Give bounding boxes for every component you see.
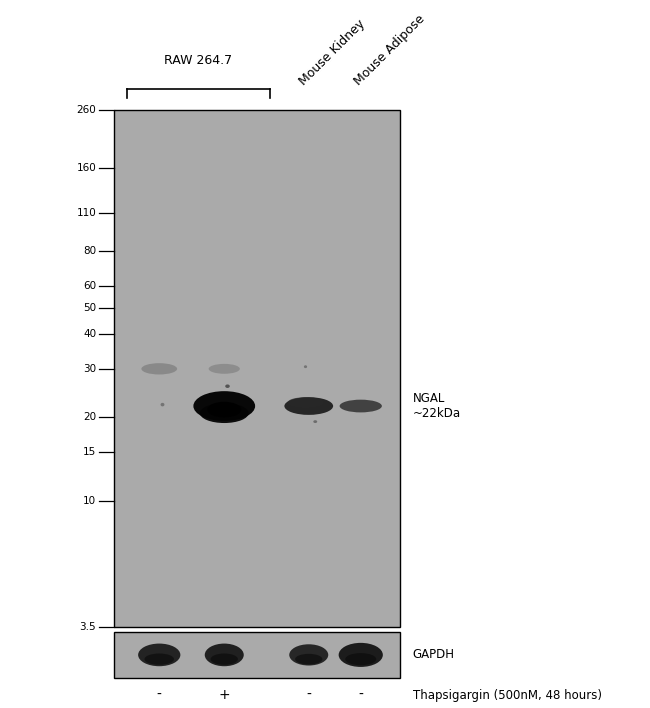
Bar [114, 632, 400, 678]
Text: GAPDH: GAPDH [413, 649, 455, 661]
Ellipse shape [289, 644, 328, 666]
Ellipse shape [295, 654, 322, 664]
Ellipse shape [144, 653, 174, 665]
Bar [114, 110, 400, 627]
Ellipse shape [345, 653, 376, 666]
Ellipse shape [138, 644, 181, 666]
Text: 40: 40 [83, 329, 96, 339]
Text: 80: 80 [83, 246, 96, 256]
Ellipse shape [142, 363, 177, 375]
Ellipse shape [209, 364, 240, 374]
Text: 160: 160 [77, 163, 96, 173]
Ellipse shape [200, 403, 248, 423]
Text: Mouse Kidney: Mouse Kidney [296, 18, 367, 88]
Ellipse shape [161, 403, 164, 406]
Ellipse shape [339, 643, 383, 667]
Ellipse shape [304, 365, 307, 368]
Ellipse shape [211, 653, 238, 665]
Text: 15: 15 [83, 447, 96, 457]
Ellipse shape [205, 644, 244, 666]
Text: -: - [306, 688, 311, 702]
Ellipse shape [285, 397, 333, 415]
Text: Mouse Adipose: Mouse Adipose [352, 13, 427, 88]
Text: RAW 264.7: RAW 264.7 [164, 55, 232, 67]
Ellipse shape [313, 420, 317, 423]
Ellipse shape [287, 397, 324, 408]
Ellipse shape [225, 384, 230, 388]
Ellipse shape [193, 391, 255, 421]
Text: 110: 110 [77, 208, 96, 218]
Text: +: + [218, 688, 230, 702]
Text: 50: 50 [83, 302, 96, 312]
Text: -: - [358, 688, 363, 702]
Text: 260: 260 [77, 105, 96, 115]
Text: NGAL
~22kDa: NGAL ~22kDa [413, 392, 461, 420]
Text: 60: 60 [83, 280, 96, 291]
Text: -: - [157, 688, 162, 702]
Text: 20: 20 [83, 413, 96, 423]
Ellipse shape [340, 399, 382, 412]
Text: 3.5: 3.5 [79, 622, 96, 632]
Text: 30: 30 [83, 364, 96, 374]
Text: Thapsigargin (500nM, 48 hours): Thapsigargin (500nM, 48 hours) [413, 689, 602, 702]
Text: 10: 10 [83, 496, 96, 506]
Ellipse shape [207, 401, 241, 417]
